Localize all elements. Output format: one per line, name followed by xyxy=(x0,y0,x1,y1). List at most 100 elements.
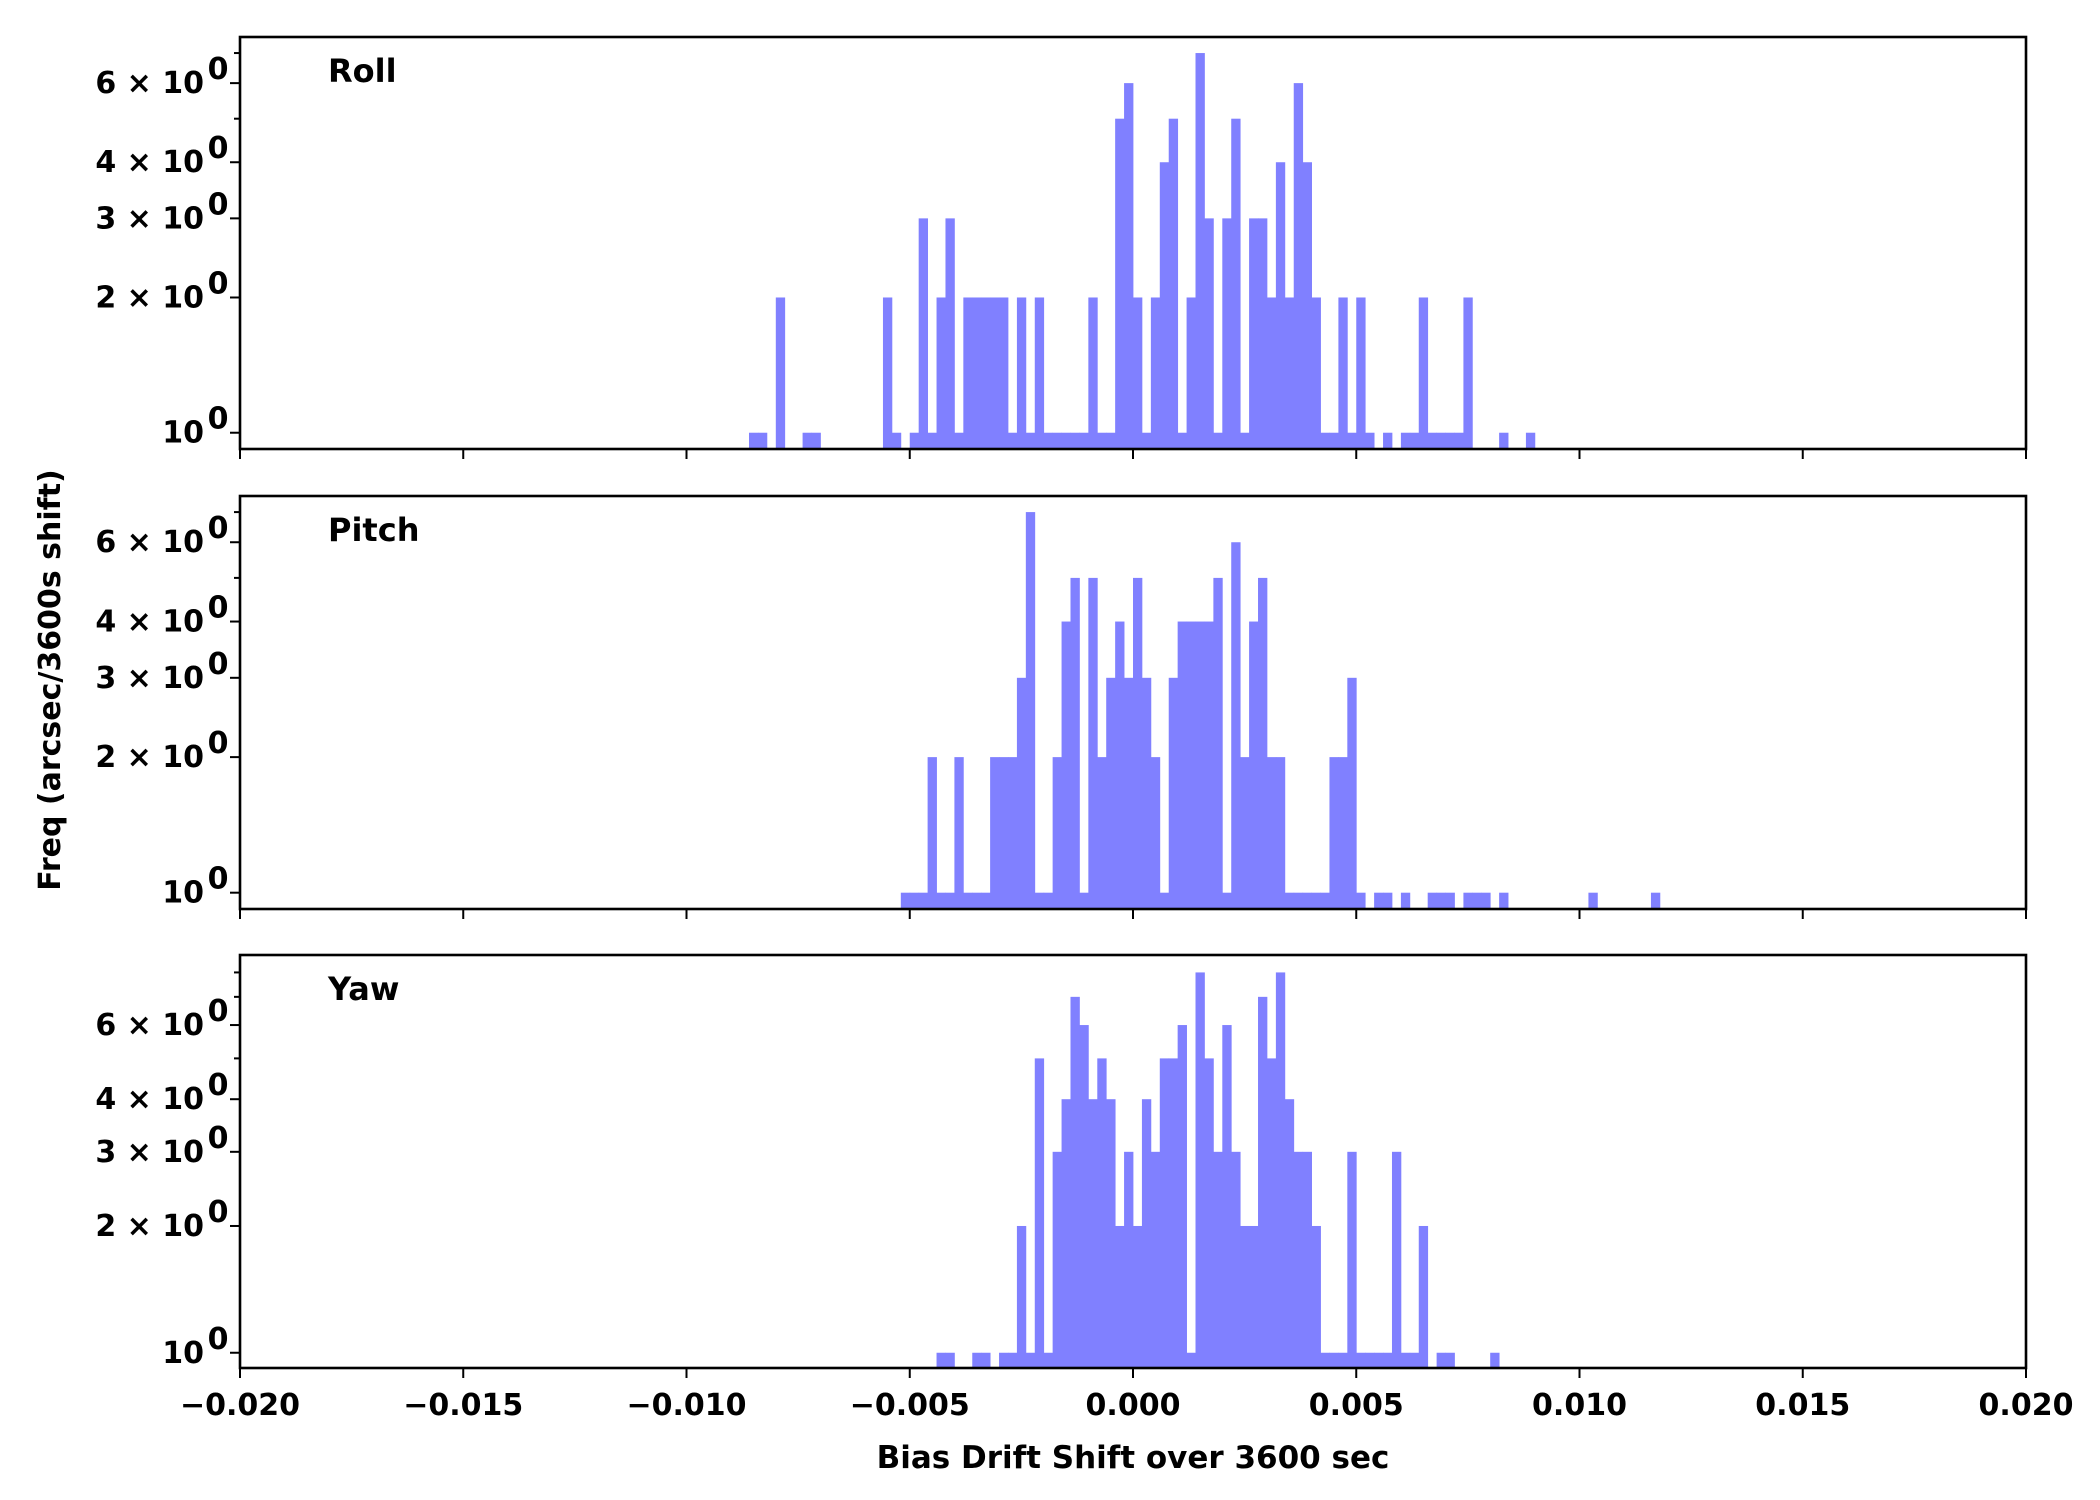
yaw-bar xyxy=(1418,1225,1429,1368)
roll-bar xyxy=(891,432,902,449)
pitch-bar xyxy=(1124,677,1134,909)
yaw-bar xyxy=(1159,1058,1170,1368)
roll-bar xyxy=(1186,297,1196,449)
yaw-bar xyxy=(1150,1151,1161,1368)
yaw-bar xyxy=(1311,1225,1321,1368)
pitch-bar xyxy=(1481,892,1491,909)
y-tick-exponent: 0 xyxy=(208,402,229,437)
roll-bar xyxy=(936,297,946,449)
roll-bar xyxy=(1445,432,1455,449)
yaw-bar xyxy=(1177,1025,1187,1368)
roll-bar xyxy=(802,432,812,449)
roll-bar xyxy=(945,218,955,449)
roll-bar xyxy=(1427,432,1438,449)
yaw-bar xyxy=(1391,1151,1402,1368)
x-tick-label: −0.005 xyxy=(850,1388,970,1423)
pitch-bar xyxy=(1088,577,1098,909)
yaw-bar xyxy=(981,1352,991,1368)
yaw-bar xyxy=(1383,1352,1393,1368)
roll-panel: 10 02 × 10 03 × 10 04 × 10 06 × 10 0 Roll xyxy=(95,35,2028,459)
pitch-bar xyxy=(963,892,973,909)
pitch-bar xyxy=(1463,892,1473,909)
roll-bar xyxy=(1240,432,1250,449)
yaw-bar xyxy=(1490,1352,1500,1368)
y-tick-exponent: 0 xyxy=(208,52,229,87)
roll-bar xyxy=(1150,297,1161,449)
roll-bar xyxy=(1177,432,1187,449)
roll-bar xyxy=(1106,432,1116,449)
yaw-bar xyxy=(1347,1151,1357,1368)
pitch-bar xyxy=(900,892,911,909)
pitch-panel: 10 02 × 10 03 × 10 04 × 10 06 × 10 0 Pitch xyxy=(95,494,2028,919)
roll-bar xyxy=(1311,297,1321,449)
pitch-bar xyxy=(1186,621,1196,909)
roll-bar xyxy=(1007,432,1018,449)
roll-bar xyxy=(1088,297,1098,449)
roll-bar xyxy=(1124,83,1134,450)
roll-bar xyxy=(1222,218,1232,449)
y-tick-exponent: 0 xyxy=(208,1322,229,1357)
y-tick-label: 4 × 10 xyxy=(95,1082,204,1117)
pitch-bar xyxy=(990,757,1000,909)
pitch-bar xyxy=(1070,577,1080,909)
roll-bar xyxy=(1454,432,1464,449)
yaw-bar xyxy=(1400,1352,1411,1368)
yaw-bar xyxy=(1374,1352,1384,1368)
y-tick-exponent: 0 xyxy=(208,647,229,682)
yaw-bar xyxy=(1284,1099,1295,1368)
roll-bar xyxy=(999,297,1009,449)
pitch-bar xyxy=(1258,577,1268,909)
yaw-bar xyxy=(1293,1151,1304,1368)
yaw-bar xyxy=(1320,1352,1330,1368)
y-tick-exponent: 0 xyxy=(208,1068,229,1103)
yaw-bar xyxy=(1061,1099,1071,1368)
roll-bar xyxy=(1061,432,1071,449)
roll-bar xyxy=(1204,218,1214,449)
yaw-panel: −0.020 −0.015 −0.010 −0.005 0.000 0.005 0.010 0… xyxy=(95,953,2073,1423)
yaw-bar xyxy=(1186,1352,1196,1368)
yaw-bars xyxy=(936,972,1500,1368)
roll-bar xyxy=(1463,297,1473,449)
roll-bar xyxy=(1284,297,1295,449)
roll-bar xyxy=(1043,432,1054,449)
yaw-bar xyxy=(1115,1225,1125,1368)
y-tick-label: 2 × 10 xyxy=(95,740,204,775)
yaw-bar xyxy=(1222,1025,1232,1368)
y-tick-exponent: 0 xyxy=(208,726,229,761)
roll-bar xyxy=(972,297,982,449)
roll-bar xyxy=(1168,118,1179,449)
pitch-bar xyxy=(1061,621,1071,909)
roll-bar xyxy=(927,432,937,449)
pitch-bar xyxy=(954,757,964,909)
pitch-bar xyxy=(999,757,1009,909)
roll-bar xyxy=(963,297,973,449)
roll-bar xyxy=(1141,432,1152,449)
y-tick-label: 10 xyxy=(162,1336,204,1371)
yaw-bar xyxy=(1133,1225,1143,1368)
pitch-bar xyxy=(1141,677,1152,909)
y-tick-label: 4 × 10 xyxy=(95,145,204,180)
roll-bar xyxy=(1016,297,1027,449)
roll-bar xyxy=(1525,432,1536,449)
pitch-bar xyxy=(1043,892,1054,909)
yaw-bar xyxy=(1195,972,1205,1368)
roll-bar xyxy=(1195,53,1205,450)
x-tick-label: −0.010 xyxy=(626,1388,746,1423)
roll-bar xyxy=(1329,432,1339,449)
yaw-bar xyxy=(1079,1025,1089,1368)
roll-bar xyxy=(749,432,759,449)
y-tick-label: 3 × 10 xyxy=(95,1135,204,1170)
pitch-bar xyxy=(1400,892,1411,909)
yaw-bar xyxy=(1338,1352,1348,1368)
pitch-bar xyxy=(1338,757,1348,909)
x-tick-label: −0.020 xyxy=(180,1388,300,1423)
y-tick-label: 6 × 10 xyxy=(95,525,204,560)
pitch-bar xyxy=(1097,757,1107,909)
yaw-bar xyxy=(1275,972,1286,1368)
pitch-bar xyxy=(972,892,982,909)
pitch-bar xyxy=(1115,621,1125,909)
pitch-bar xyxy=(1240,757,1250,909)
pitch-bar xyxy=(1052,757,1062,909)
pitch-bar xyxy=(1007,757,1018,909)
pitch-bar xyxy=(1320,892,1330,909)
